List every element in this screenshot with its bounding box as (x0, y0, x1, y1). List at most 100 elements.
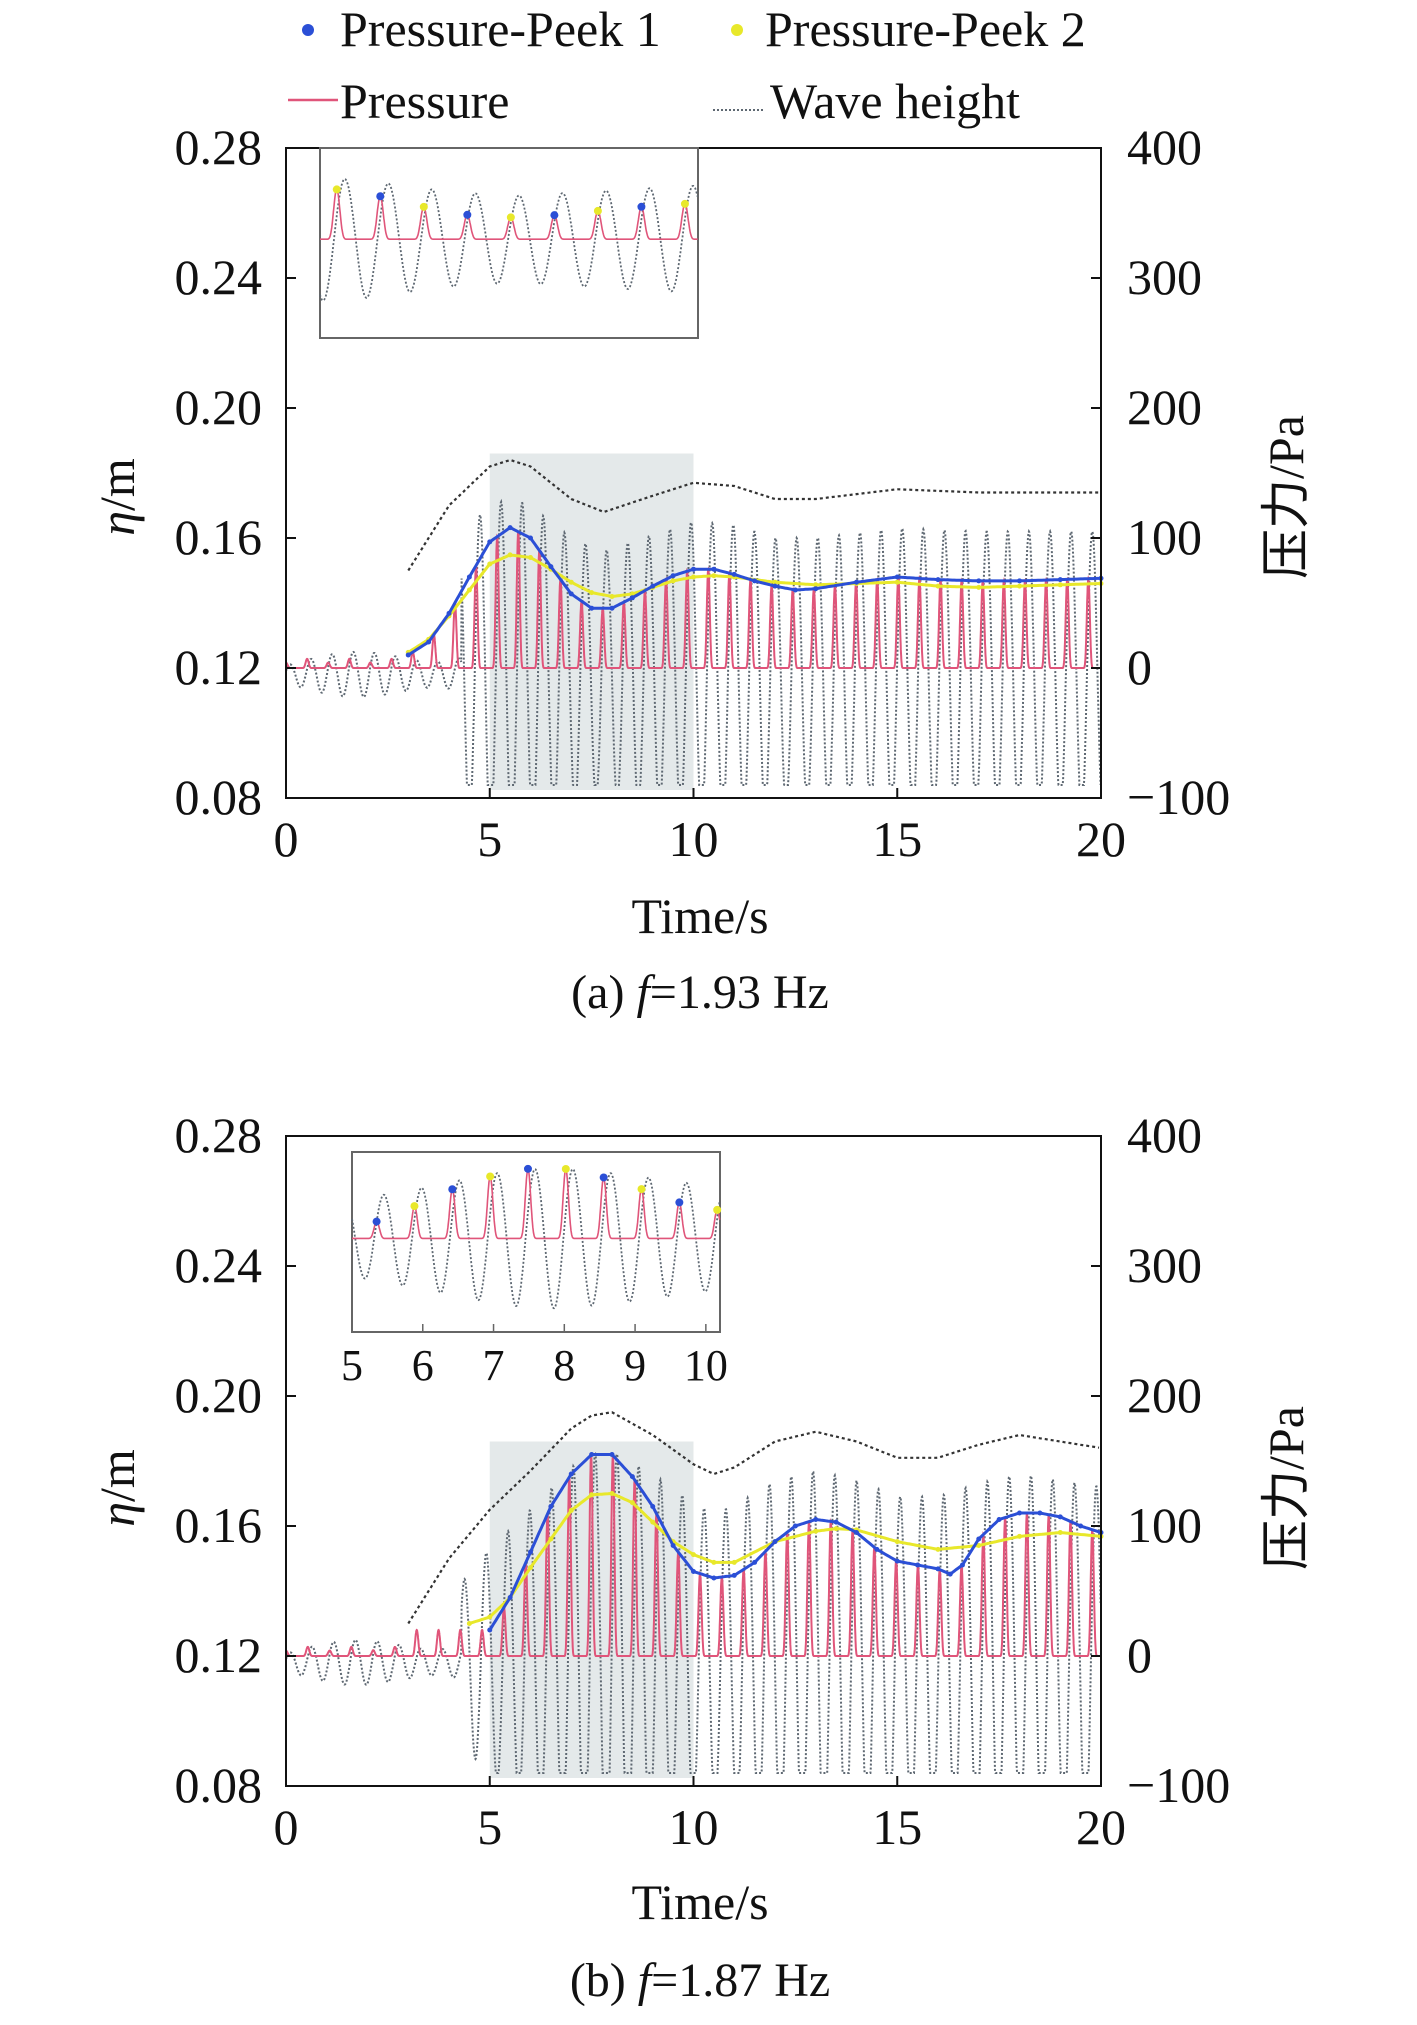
panel-a-peak1-point (1017, 578, 1022, 584)
panel-b-peak2-point (528, 1565, 533, 1571)
panel-b-peak1-point (1037, 1510, 1043, 1516)
panel-b-peak2-point (894, 1539, 900, 1545)
panel-b-inset-peak2-point (486, 1172, 495, 1181)
panel-a-ytick-right-label: 300 (1127, 249, 1202, 305)
panel-b-wave-envelope-line (407, 1411, 1100, 1625)
panel-a-peak1-point (691, 566, 696, 572)
panel-a-peak1-point (1057, 577, 1063, 583)
panel-a-peak2-point (1017, 583, 1022, 589)
panel-b-inset-peak1-point (448, 1185, 457, 1194)
panel-b-plot-layer: 0 5 10 15 20 0.08 0.12 0.16 0.20 0.24 0.28 −100 0 100… (175, 1107, 1231, 1855)
panel-a-inset-peak2-point (419, 202, 428, 211)
panel-b-peak2-point (691, 1552, 696, 1558)
panel-b-peak2-point (1057, 1530, 1063, 1535)
panel-b-peak1-point (548, 1504, 554, 1509)
panel-a-peak2-point (772, 579, 778, 585)
panel-a-ytick-right-label: 400 (1127, 119, 1202, 175)
panel-a-peak1-point (731, 571, 737, 577)
panel-a-peak1-point (854, 579, 859, 585)
panel-a-peak1-point (548, 564, 554, 570)
panel-b-peak1-point (752, 1559, 758, 1565)
panel-a-ytick-left-label: 0.28 (175, 119, 263, 175)
panel-b-inset-frame (351, 1151, 721, 1333)
panel-b-peak2-point (466, 1621, 472, 1626)
panel-b-peak2-point (731, 1559, 737, 1565)
panel-b-ytick-left-label: 0.20 (175, 1367, 263, 1423)
panel-b-peak1-point (915, 1562, 921, 1568)
panel-a-peak2-point (568, 579, 574, 585)
panel-b-peak2-line (468, 1491, 1100, 1625)
panel-b-inset-xtick-label: 10 (684, 1341, 728, 1390)
panel-a-peak1-point (507, 525, 513, 531)
panel-a-peak2-point (487, 561, 493, 567)
panel-a-xlabel: Time/s (631, 888, 768, 944)
panel-b-peak1-point (629, 1474, 635, 1480)
panel-a-pressure-line (285, 531, 1101, 669)
panel-b-peak1-point (935, 1566, 941, 1572)
panel-a-xtick-label: 0 (274, 811, 299, 867)
panel-a-peak2-point (609, 594, 615, 599)
panel-b-peak2-point (711, 1559, 717, 1565)
panel-b: 0 5 10 15 20 0.08 0.12 0.16 0.20 0.24 0.28 −100 0 100… (89, 1107, 1314, 2007)
panel-a-peak2-point (976, 584, 982, 590)
panel-a-plot-layer: 0 5 10 15 20 0.08 0.12 0.16 0.20 0.24 0.28 −100 0 100… (175, 119, 1231, 867)
panel-a-inset-peak1-point (550, 211, 559, 220)
panel-a-peak1-point (935, 577, 941, 583)
panel-a-ytick-left-label: 0.16 (175, 509, 263, 565)
panel-b-peak1-point (691, 1569, 696, 1574)
panel-b-peak2-point (629, 1500, 635, 1506)
panel-b-ytick-right-label: 200 (1127, 1367, 1202, 1423)
panel-a-peak1-point (670, 573, 676, 579)
panel-b-peak2-point (589, 1492, 595, 1498)
panel-a-inset-peak1-point (376, 192, 385, 201)
panel-b-peak1-point (568, 1471, 574, 1477)
panel-b-ylabel-right: 压力/Pa (1258, 1406, 1314, 1570)
panel-a-inset-pressure-line (320, 188, 698, 240)
panel-b-peak1-point (589, 1452, 595, 1457)
panel-a-xtick-label: 20 (1076, 811, 1126, 867)
panel-a-ytick-right-label: 0 (1127, 639, 1152, 695)
panel-a-ytick-right-label: 100 (1127, 509, 1202, 565)
panel-b-ytick-left-label: 0.24 (175, 1237, 263, 1293)
legend-wave-label: Wave height (770, 73, 1020, 129)
panel-a-peak1-point (589, 605, 595, 611)
panel-b-peak1-point (894, 1558, 900, 1564)
panel-b-inset-peak1-point (372, 1217, 381, 1226)
panel-a-inset-wave-line (319, 178, 699, 302)
panel-a-peak1-point (813, 586, 819, 592)
panel-b-peak2-point (568, 1507, 574, 1513)
panel-a-peak1-point (792, 587, 798, 593)
panel-b-peak2-point (548, 1536, 554, 1542)
panel-b-xtick-label: 20 (1076, 1799, 1126, 1855)
panel-b-xtick-label: 15 (872, 1799, 922, 1855)
panel-b-inset-peak1-point (523, 1164, 532, 1173)
panel-b-peak1-point (1057, 1514, 1063, 1520)
panel-b-peak1-point (813, 1517, 819, 1522)
panel-b-inset-xtick-label: 6 (412, 1341, 434, 1390)
panel-b-peak1-point (487, 1627, 493, 1633)
panel-b-pressure-line (285, 1454, 1101, 1657)
panel-b-peak1-point (507, 1595, 513, 1600)
panel-a-peak1-point (650, 583, 656, 589)
panel-b-ytick-right-label: 400 (1127, 1107, 1202, 1163)
panel-b-peak1-point (731, 1572, 737, 1578)
panel-a: 0 5 10 15 20 0.08 0.12 0.16 0.20 0.24 0.28 −100 0 100… (89, 119, 1314, 1019)
panel-a-inset-peak2-point (680, 199, 689, 208)
panel-a-caption: (a) f=1.93 Hz (571, 966, 829, 1019)
panel-a-peak1-point (466, 574, 472, 580)
panel-b-peak1-point (609, 1452, 615, 1457)
panel-b-inset-peak2-point (410, 1202, 419, 1211)
panel-b-peak2-point (487, 1614, 493, 1620)
panel-b-ytick-right-label: 0 (1127, 1627, 1152, 1683)
panel-b-ylabel-left: η/m (89, 1449, 145, 1527)
panel-b-peak1-point (874, 1546, 880, 1552)
panel-b-peak1-point (996, 1517, 1002, 1522)
panel-b-peak1-point (833, 1519, 839, 1525)
panel-a-xtick-label: 10 (669, 811, 719, 867)
panel-b-peak1-point (1017, 1510, 1022, 1516)
panel-b-ytick-left-label: 0.16 (175, 1497, 263, 1553)
panel-a-inset-peak2-point (593, 206, 602, 215)
panel-a-peak1-point (568, 591, 574, 597)
panel-b-caption: (b) f=1.87 Hz (570, 1954, 830, 2007)
panel-b-xlabel: Time/s (631, 1874, 768, 1930)
